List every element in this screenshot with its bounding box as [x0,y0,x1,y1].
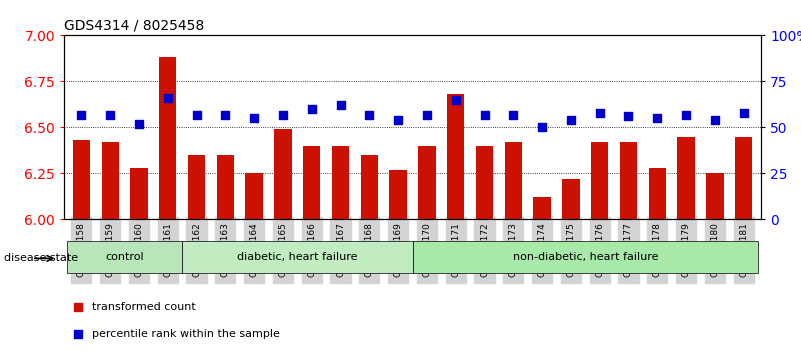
FancyBboxPatch shape [182,241,413,273]
Point [219,112,231,118]
Point [478,112,491,118]
Point [334,103,347,108]
Point [71,304,84,310]
Point [363,112,376,118]
FancyBboxPatch shape [67,241,182,273]
Text: control: control [105,252,144,262]
Bar [217,155,234,219]
Point [276,112,289,118]
Point [71,331,84,336]
Text: diabetic, heart failure: diabetic, heart failure [237,252,357,262]
Bar [245,173,263,219]
Bar [188,155,205,219]
Bar [533,198,551,219]
Text: GDS4314 / 8025458: GDS4314 / 8025458 [64,19,204,33]
Point [248,115,260,121]
Point [536,125,549,130]
Bar [591,142,608,219]
Bar [131,168,147,219]
Bar [303,146,320,219]
Point [594,110,606,115]
Bar [418,146,436,219]
Point [305,106,318,112]
Bar [159,57,176,219]
Text: disease state: disease state [4,253,78,263]
Bar [447,94,465,219]
Point [565,117,578,123]
Point [622,114,635,119]
Bar [332,146,349,219]
Point [75,112,88,118]
Point [651,115,664,121]
Text: non-diabetic, heart failure: non-diabetic, heart failure [513,252,658,262]
Point [104,112,117,118]
Bar [360,155,378,219]
Point [392,117,405,123]
Point [190,112,203,118]
FancyBboxPatch shape [413,241,758,273]
Bar [389,170,407,219]
Bar [706,173,723,219]
Bar [476,146,493,219]
Point [421,112,433,118]
Text: percentile rank within the sample: percentile rank within the sample [92,329,280,339]
Bar [102,142,119,219]
Bar [620,142,637,219]
Point [161,95,174,101]
Point [449,97,462,103]
Bar [649,168,666,219]
Bar [735,137,752,219]
Bar [505,142,522,219]
Point [132,121,145,127]
Point [680,112,693,118]
Point [737,110,750,115]
Bar [274,129,292,219]
Text: transformed count: transformed count [92,302,195,312]
Bar [73,140,90,219]
Point [507,112,520,118]
Bar [678,137,694,219]
Bar [562,179,580,219]
Point [708,117,721,123]
